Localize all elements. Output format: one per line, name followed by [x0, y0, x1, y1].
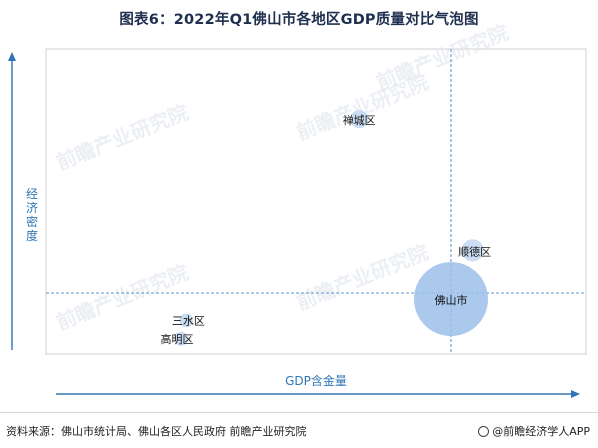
bubble-label-2: 佛山市 [435, 293, 468, 307]
bubble-4 [174, 331, 188, 346]
bubble-1 [461, 239, 484, 262]
brand-credit: @前瞻经济学人APP [478, 423, 590, 439]
y-axis-label: 经济密度 [26, 187, 38, 243]
bubble-label-3: 三水区 [172, 314, 205, 327]
brand-logo-icon [478, 426, 490, 437]
bubble-label-0: 禅城区 [343, 113, 376, 127]
x-axis-label: GDP含金量 [285, 373, 347, 388]
x-axis-arrowhead [571, 390, 580, 398]
chart-title: 图表6：2022年Q1佛山市各地区GDP质量对比气泡图 [119, 12, 479, 28]
bubble-3 [179, 313, 194, 328]
footer: 资料来源：佛山市统计局、佛山各区人民政府 前瞻产业研究院 @前瞻经济学人APP [0, 412, 598, 448]
bubble-0 [350, 110, 369, 129]
bubble-label-4: 高明区 [161, 332, 194, 346]
plot-frame [45, 48, 587, 355]
bubble-2 [414, 262, 488, 337]
brand-text: @前瞻经济学人APP [492, 425, 590, 438]
axes-layer: GDP含金量 经济密度 [8, 52, 580, 398]
y-axis-arrowhead [8, 52, 16, 61]
reference-lines [46, 49, 586, 354]
source-text: 资料来源：佛山市统计局、佛山各区人民政府 前瞻产业研究院 [6, 425, 307, 438]
bubble-label-1: 顺德区 [458, 244, 491, 258]
